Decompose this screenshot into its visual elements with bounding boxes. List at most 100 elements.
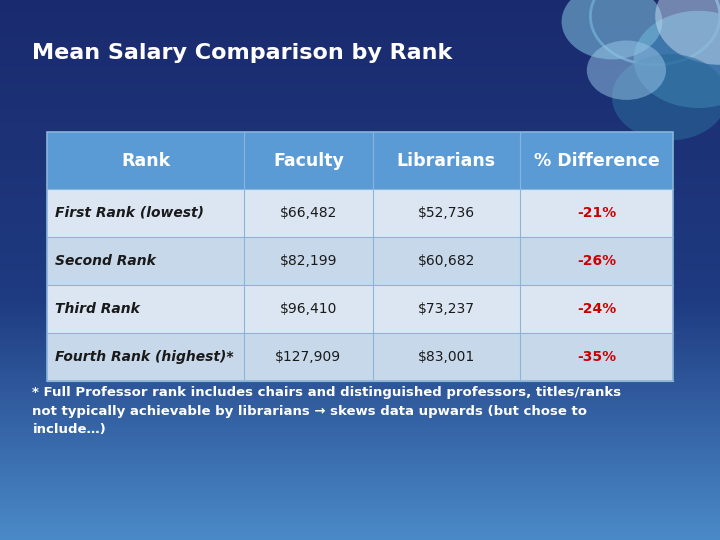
Bar <box>0 81 720 84</box>
Text: $60,682: $60,682 <box>418 254 474 268</box>
Text: Mean Salary Comparison by Rank: Mean Salary Comparison by Rank <box>32 43 453 63</box>
Text: * Full Professor rank includes chairs and distinguished professors, titles/ranks: * Full Professor rank includes chairs an… <box>32 386 621 436</box>
Bar <box>0 284 720 286</box>
Bar <box>0 416 720 418</box>
Bar <box>0 343 720 346</box>
Bar <box>0 300 720 302</box>
Bar <box>0 535 720 537</box>
Bar <box>0 3 720 5</box>
Bar <box>0 516 720 518</box>
Bar <box>0 54 720 57</box>
Circle shape <box>655 0 720 65</box>
Bar <box>0 11 720 14</box>
Bar <box>0 305 720 308</box>
Bar <box>0 356 720 359</box>
Bar <box>0 370 720 373</box>
Text: $127,909: $127,909 <box>275 350 341 364</box>
Bar <box>0 224 720 227</box>
Bar <box>0 113 720 116</box>
Bar <box>0 275 720 278</box>
Text: -21%: -21% <box>577 206 616 220</box>
Bar <box>0 281 720 284</box>
Bar <box>0 176 720 178</box>
Bar <box>0 14 720 16</box>
Bar <box>0 413 720 416</box>
Bar <box>0 375 720 378</box>
Bar <box>0 319 720 321</box>
Bar <box>0 424 720 427</box>
Bar <box>0 68 720 70</box>
Bar <box>0 381 720 383</box>
Bar <box>0 302 720 305</box>
Bar <box>0 167 720 170</box>
Bar <box>0 478 720 481</box>
Bar <box>0 235 720 238</box>
Bar <box>0 521 720 524</box>
Bar <box>0 373 720 375</box>
Bar <box>0 389 720 392</box>
Text: Rank: Rank <box>121 152 170 170</box>
Bar <box>0 292 720 294</box>
Bar <box>0 105 720 108</box>
Circle shape <box>612 54 720 140</box>
Bar <box>0 451 720 454</box>
Bar <box>0 383 720 386</box>
Bar <box>0 402 720 405</box>
Text: -24%: -24% <box>577 302 616 316</box>
Bar <box>0 364 720 367</box>
Bar <box>0 19 720 22</box>
Bar <box>0 313 720 316</box>
Bar <box>0 186 720 189</box>
Bar <box>0 221 720 224</box>
Bar <box>0 178 720 181</box>
Bar <box>0 378 720 381</box>
Bar <box>0 230 720 232</box>
Bar <box>0 265 720 267</box>
Bar <box>0 256 720 259</box>
Bar <box>0 273 720 275</box>
Bar <box>47 237 673 285</box>
Bar <box>0 297 720 300</box>
Bar <box>0 440 720 443</box>
Text: -35%: -35% <box>577 350 616 364</box>
Bar <box>0 513 720 516</box>
Bar <box>0 246 720 248</box>
Bar <box>0 181 720 184</box>
Text: Second Rank: Second Rank <box>55 254 156 268</box>
Bar <box>0 270 720 273</box>
Bar <box>0 464 720 467</box>
Bar <box>0 394 720 397</box>
Bar <box>0 505 720 508</box>
Bar <box>0 362 720 364</box>
Bar <box>0 94 720 97</box>
Bar <box>0 497 720 500</box>
Bar <box>0 472 720 475</box>
Bar <box>0 24 720 27</box>
Bar <box>0 329 720 332</box>
Bar <box>0 70 720 73</box>
Bar <box>0 173 720 176</box>
Bar <box>0 135 720 138</box>
Bar <box>0 456 720 459</box>
Bar <box>0 340 720 343</box>
Bar <box>0 127 720 130</box>
Bar <box>0 486 720 489</box>
Bar <box>0 429 720 432</box>
Bar <box>0 165 720 167</box>
Bar <box>0 86 720 89</box>
Bar <box>0 148 720 151</box>
Bar <box>0 162 720 165</box>
Bar <box>0 32 720 35</box>
Bar <box>0 392 720 394</box>
Bar <box>0 213 720 216</box>
Text: Faculty: Faculty <box>273 152 343 170</box>
Bar <box>0 143 720 146</box>
Bar <box>0 251 720 254</box>
Bar <box>0 278 720 281</box>
Bar <box>0 216 720 219</box>
Bar <box>0 459 720 462</box>
Bar <box>0 130 720 132</box>
Bar <box>0 408 720 410</box>
Bar <box>0 227 720 229</box>
Bar <box>0 157 720 159</box>
